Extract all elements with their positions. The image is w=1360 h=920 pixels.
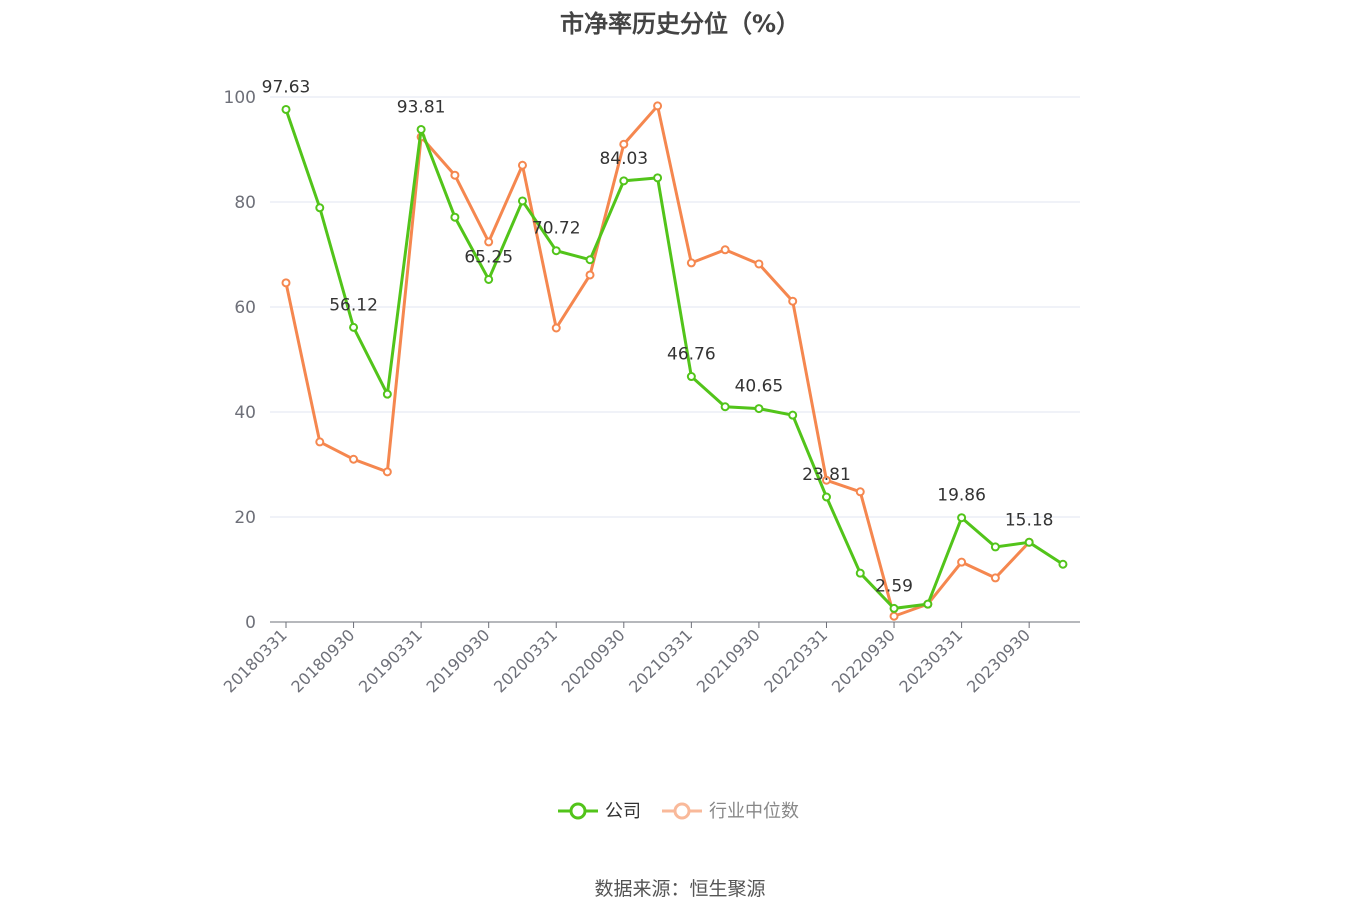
data-point: [855, 568, 865, 578]
legend-marker-0: [569, 802, 587, 820]
data-point: [990, 573, 1000, 583]
series-line-0: [284, 108, 1064, 610]
data-point: [788, 296, 798, 306]
data-point: [517, 196, 527, 206]
data-point: [1058, 559, 1068, 569]
data-label: 97.63: [262, 77, 311, 97]
data-label: 84.03: [599, 149, 648, 169]
x-tick-label: 20210331: [625, 625, 696, 696]
data-point: [923, 599, 933, 609]
data-label: 19.86: [937, 486, 986, 506]
data-label: 2.59: [875, 576, 913, 596]
data-point: [821, 492, 831, 502]
x-tick-label: 20210930: [693, 625, 764, 696]
data-point: [484, 237, 494, 247]
data-point: [889, 603, 899, 613]
data-point: [585, 255, 595, 265]
x-tick-label: 20200331: [490, 625, 561, 696]
data-label: 65.25: [464, 247, 513, 267]
data-point: [720, 402, 730, 412]
data-point: [517, 160, 527, 170]
x-tick-label: 20180331: [220, 625, 291, 696]
data-label: 93.81: [397, 97, 446, 117]
data-point: [450, 170, 460, 180]
data-label: 40.65: [735, 377, 784, 397]
chart-title: 市净率历史分位（%）: [559, 10, 801, 38]
data-point: [754, 404, 764, 414]
data-point: [484, 274, 494, 284]
data-point: [821, 475, 831, 485]
data-point: [957, 513, 967, 523]
data-point: [551, 323, 561, 333]
y-tick-label: 60: [234, 298, 256, 318]
data-point: [686, 372, 696, 382]
y-tick-label: 40: [234, 403, 256, 423]
data-label: 70.72: [532, 219, 581, 239]
x-tick-label: 20190930: [422, 625, 493, 696]
data-point: [281, 104, 291, 114]
data-point: [315, 437, 325, 447]
data-point: [720, 245, 730, 255]
data-point: [653, 101, 663, 111]
data-point: [619, 176, 629, 186]
legend-label-1: 行业中位数: [709, 801, 799, 822]
data-label: 23.81: [802, 465, 851, 485]
legend-label-0: 公司: [605, 801, 641, 822]
data-point: [686, 258, 696, 268]
data-point: [957, 557, 967, 567]
data-point: [315, 203, 325, 213]
data-point: [653, 173, 663, 183]
data-source: 数据来源：恒生聚源: [594, 878, 766, 900]
data-point: [382, 389, 392, 399]
data-point: [349, 454, 359, 464]
y-tick-label: 0: [245, 613, 256, 633]
data-point: [551, 246, 561, 256]
data-point: [382, 467, 392, 477]
x-tick-label: 20220331: [760, 625, 831, 696]
data-point: [450, 212, 460, 222]
data-point: [889, 611, 899, 621]
y-tick-label: 100: [224, 88, 256, 108]
data-point: [754, 259, 764, 269]
data-point: [281, 278, 291, 288]
data-point: [855, 487, 865, 497]
data-point: [990, 542, 1000, 552]
data-point: [1024, 537, 1034, 547]
data-label: 46.76: [667, 345, 716, 365]
x-tick-label: 20200930: [558, 625, 629, 696]
data-point: [585, 270, 595, 280]
x-tick-label: 20190331: [355, 625, 426, 696]
y-tick-label: 80: [234, 193, 256, 213]
data-label: 56.12: [329, 295, 378, 315]
data-label: 15.18: [1005, 510, 1054, 530]
x-tick-label: 20220930: [828, 625, 899, 696]
y-tick-label: 20: [234, 508, 256, 528]
data-point: [788, 410, 798, 420]
x-tick-label: 20230331: [895, 625, 966, 696]
x-tick-label: 20230930: [963, 625, 1034, 696]
data-point: [619, 139, 629, 149]
x-tick-label: 20180930: [287, 625, 358, 696]
legend-marker-1: [673, 802, 691, 820]
data-point: [416, 124, 426, 134]
data-point: [349, 322, 359, 332]
